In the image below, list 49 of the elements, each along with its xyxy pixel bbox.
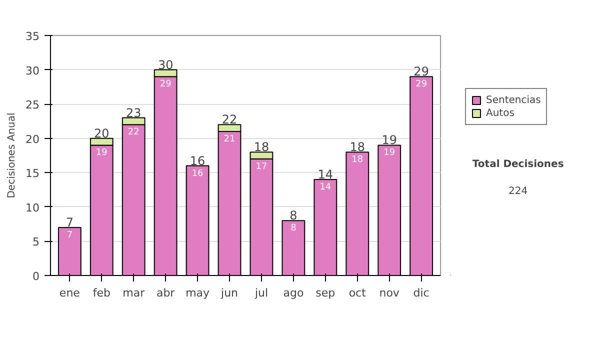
total-label: 7 bbox=[66, 216, 74, 230]
x-tick-label: oct bbox=[348, 286, 367, 300]
y-axis-title: Decisiones Anual bbox=[6, 112, 18, 198]
data-label: 21 bbox=[224, 134, 236, 144]
data-label: 7 bbox=[66, 230, 73, 240]
legend-label: Sentencias bbox=[486, 94, 541, 106]
legend-label: Autos bbox=[486, 107, 514, 119]
data-label: 19 bbox=[384, 148, 396, 158]
x-tick-label: jun bbox=[220, 286, 238, 300]
x-tick-label: abr bbox=[156, 286, 176, 300]
y-tick-label: 30 bbox=[26, 64, 40, 78]
data-label: 29 bbox=[416, 80, 428, 90]
data-label: 19 bbox=[96, 148, 108, 158]
data-label: 18 bbox=[352, 155, 364, 166]
text: 224 bbox=[508, 186, 528, 197]
x-tick-label: dic bbox=[413, 286, 430, 300]
data-label: 14 bbox=[320, 182, 332, 192]
total-label: 29 bbox=[414, 64, 429, 79]
x-tick-label: ene bbox=[59, 286, 80, 300]
y-tick-label: 10 bbox=[26, 201, 40, 214]
data-label: 22 bbox=[128, 128, 140, 138]
x-tick-label: nov bbox=[379, 286, 400, 300]
data-label: 29 bbox=[160, 80, 172, 90]
y-tick-label: 25 bbox=[26, 98, 40, 112]
text: Total Decisiones bbox=[472, 158, 564, 170]
y-tick-label: 15 bbox=[26, 167, 40, 180]
data-label: 16 bbox=[192, 168, 204, 179]
total-label: 8 bbox=[290, 208, 298, 223]
total-label: 23 bbox=[126, 106, 142, 120]
x-tick-label: jul bbox=[254, 286, 268, 300]
y-tick-label: 20 bbox=[26, 132, 40, 146]
y-tick-label: 0 bbox=[32, 270, 40, 283]
x-tick-label: ago bbox=[283, 286, 304, 300]
y-tick-label: 35 bbox=[26, 30, 40, 43]
total-label: 14 bbox=[318, 168, 334, 182]
total-label: 22 bbox=[222, 112, 238, 127]
data-label: 17 bbox=[256, 162, 268, 172]
total-label: 19 bbox=[382, 133, 397, 148]
y-tick-label: 5 bbox=[32, 236, 40, 249]
total-label: 20 bbox=[94, 126, 110, 140]
x-tick-label: feb bbox=[92, 286, 110, 300]
data-label: 8 bbox=[290, 224, 297, 234]
total-label: 30 bbox=[158, 58, 174, 72]
total-label: 18 bbox=[254, 140, 270, 154]
x-tick-label: sep bbox=[316, 286, 336, 300]
x-tick-label: may bbox=[186, 286, 210, 300]
total-label: 18 bbox=[350, 140, 366, 154]
x-tick-label: mar bbox=[122, 286, 146, 300]
total-label: 16 bbox=[190, 154, 206, 168]
